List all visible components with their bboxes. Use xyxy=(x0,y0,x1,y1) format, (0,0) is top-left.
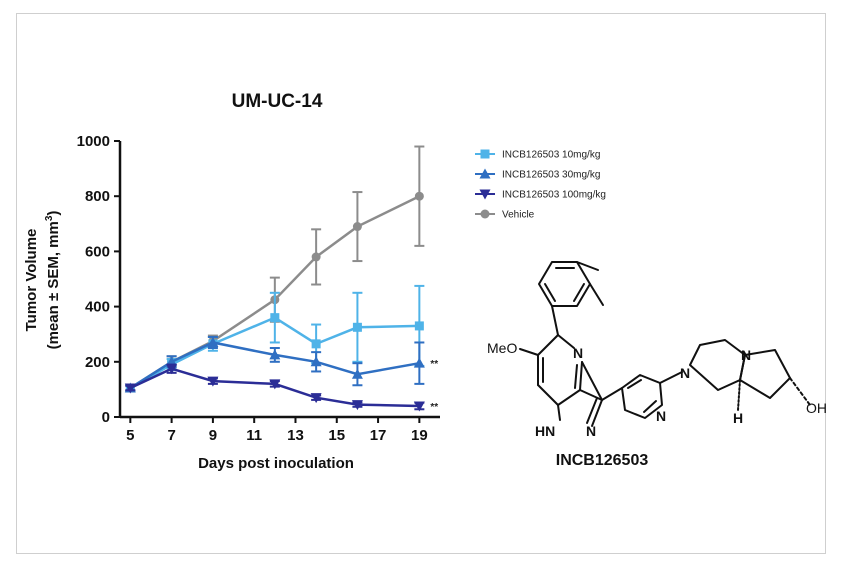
y-tick-label: 1000 xyxy=(77,133,110,150)
legend-label: Vehicle xyxy=(502,210,535,221)
plot-area: ** ** xyxy=(124,145,438,413)
atom-label-hn: HN xyxy=(535,423,555,439)
x-tick-label: 15 xyxy=(328,427,345,444)
y-tick-label: 0 xyxy=(102,409,110,426)
pyridyl-ring xyxy=(621,374,663,419)
meo-bond xyxy=(519,348,539,356)
oh-bond xyxy=(789,377,811,406)
series-incb126503-10mg-kg xyxy=(125,284,425,393)
legend-label: INCB126503 100mg/kg xyxy=(502,190,606,201)
data-point xyxy=(269,349,281,360)
atom-label-n-piperazine-2: N xyxy=(741,347,751,363)
data-point xyxy=(166,364,178,375)
benzene-double-bond xyxy=(573,283,585,302)
legend-label: INCB126503 10mg/kg xyxy=(502,150,600,161)
bond xyxy=(557,404,561,421)
atom-label-meo: MeO xyxy=(487,340,517,356)
y-tick-label: 600 xyxy=(85,243,110,260)
atom-label-n-pyridine: N xyxy=(573,345,583,361)
bond xyxy=(581,361,603,401)
y-axis-label-line1: Tumor Volume xyxy=(23,229,40,332)
bond xyxy=(591,399,603,427)
bond xyxy=(557,389,581,406)
data-point xyxy=(270,313,280,323)
data-point xyxy=(352,222,362,232)
y-axis-label-line2: (mean ± SEM, mm3) xyxy=(44,211,62,350)
atom-label-n-pyrazole: N xyxy=(586,423,596,439)
significance-label: ** xyxy=(430,402,438,413)
double-bond xyxy=(574,364,578,389)
legend-marker xyxy=(480,209,490,219)
bond xyxy=(557,334,575,349)
data-point xyxy=(414,191,424,201)
data-point xyxy=(352,322,362,332)
bond xyxy=(601,387,623,401)
bond xyxy=(537,334,559,356)
data-point xyxy=(414,321,424,331)
data-point xyxy=(207,376,219,387)
double-bond xyxy=(627,379,642,389)
x-tick-label: 13 xyxy=(287,427,304,444)
atom-label-oh: OH xyxy=(806,400,827,416)
x-tick-label: 7 xyxy=(167,427,175,444)
atom-label-n-piperazine-1: N xyxy=(680,365,690,381)
data-point xyxy=(351,368,363,379)
atom-label-n-pyridyl: N xyxy=(656,408,666,424)
data-point xyxy=(311,339,321,349)
aryl-link-bond xyxy=(551,305,559,336)
methyl-bond xyxy=(589,283,604,306)
atom-label-h: H xyxy=(733,410,743,426)
y-axis-label-superscript: 3 xyxy=(44,215,55,221)
data-point xyxy=(311,252,321,262)
x-tick-label: 17 xyxy=(370,427,387,444)
significance-label: ** xyxy=(430,359,438,370)
benzene-double-bond xyxy=(544,283,556,302)
data-point xyxy=(310,356,322,367)
data-point xyxy=(207,336,219,347)
bond xyxy=(537,384,559,406)
methyl-bond xyxy=(576,261,599,271)
y-tick-label: 200 xyxy=(85,354,110,371)
data-point xyxy=(310,393,322,404)
chart-title: UM-UC-14 xyxy=(232,91,323,112)
pyrrolidine-ring xyxy=(739,349,791,399)
x-tick-label: 5 xyxy=(126,427,134,444)
y-axis-label-close: ) xyxy=(45,211,62,216)
x-axis-label: Days post inoculation xyxy=(198,455,354,472)
data-point xyxy=(413,357,425,368)
compound-name: INCB126503 xyxy=(556,452,649,469)
data-point xyxy=(269,379,281,390)
bond xyxy=(579,361,583,391)
legend-marker xyxy=(479,168,491,179)
double-bond xyxy=(643,400,657,413)
chemical-structure xyxy=(519,261,811,427)
y-axis-label-main: (mean ± SEM, mm xyxy=(45,221,62,349)
x-tick-label: 9 xyxy=(209,427,217,444)
legend-marker xyxy=(480,149,490,159)
figure-frame xyxy=(16,13,826,554)
h-bond xyxy=(737,379,741,411)
legend-marker xyxy=(479,189,491,200)
bond xyxy=(659,371,683,384)
data-point xyxy=(351,400,363,411)
double-bond xyxy=(586,397,598,424)
data-point xyxy=(413,401,425,412)
legend-label: INCB126503 30mg/kg xyxy=(502,170,600,181)
piperazine-ring xyxy=(689,339,746,391)
y-tick-label: 800 xyxy=(85,188,110,205)
x-tick-label: 11 xyxy=(246,427,262,444)
legend: INCB126503 10mg/kg INCB126503 30mg/kg INCB… xyxy=(475,149,606,221)
x-tick-label: 19 xyxy=(411,427,428,444)
axis-ticks: 5 7 9 11 13 15 17 19 0 200 400 600 800 1000 xyxy=(77,133,428,444)
bond xyxy=(579,389,603,401)
y-tick-label: 400 xyxy=(85,299,110,316)
series-incb126503-100mg-kg xyxy=(124,363,425,412)
data-point xyxy=(124,383,136,394)
